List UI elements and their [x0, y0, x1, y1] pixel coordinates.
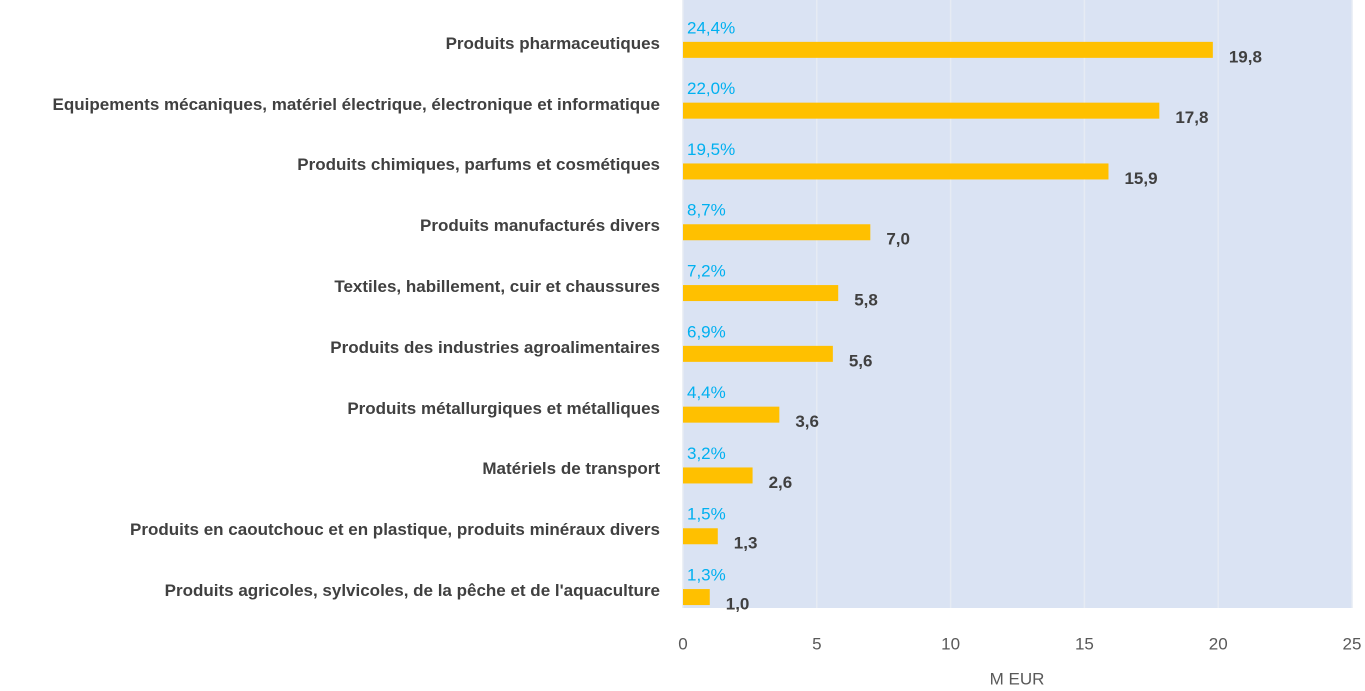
bar: [683, 528, 718, 545]
bar: [683, 224, 871, 241]
bar: [683, 406, 780, 423]
value-label: 7,0: [886, 230, 910, 249]
share-label: 1,5%: [687, 505, 726, 524]
category-label: Equipements mécaniques, matériel électri…: [52, 94, 660, 114]
share-label: 24,4%: [687, 18, 735, 37]
x-tick-label: 5: [812, 634, 821, 653]
bar: [683, 285, 839, 302]
category-label: Produits pharmaceutiques: [445, 33, 660, 53]
value-label: 5,8: [854, 291, 878, 310]
category-label: Produits agricoles, sylvicoles, de la pê…: [164, 581, 660, 601]
x-tick-label: 0: [678, 634, 687, 653]
value-label: 19,8: [1229, 47, 1262, 66]
share-label: 22,0%: [687, 79, 735, 98]
bar: [683, 589, 710, 606]
category-label: Produits chimiques, parfums et cosmétiqu…: [297, 155, 660, 175]
value-label: 17,8: [1175, 108, 1208, 127]
x-tick-label: 20: [1209, 634, 1228, 653]
value-label: 15,9: [1124, 169, 1157, 188]
bar: [683, 163, 1109, 180]
value-label: 3,6: [795, 412, 819, 431]
category-label: Produits des industries agroalimentaires: [330, 337, 660, 357]
x-tick-label: 10: [941, 634, 960, 653]
bar: [683, 41, 1213, 58]
share-label: 7,2%: [687, 262, 726, 281]
category-label: Textiles, habillement, cuir et chaussure…: [334, 277, 660, 297]
category-label: Produits en caoutchouc et en plastique, …: [130, 520, 660, 540]
share-label: 8,7%: [687, 201, 726, 220]
share-label: 4,4%: [687, 383, 726, 402]
value-label: 1,3: [734, 534, 758, 553]
plot-area: [683, 0, 1352, 608]
bar: [683, 467, 753, 484]
category-label: Produits métallurgiques et métalliques: [347, 398, 660, 418]
share-label: 1,3%: [687, 566, 726, 585]
category-label: Matériels de transport: [482, 459, 660, 479]
value-label: 1,0: [726, 595, 750, 614]
bar: [683, 102, 1160, 119]
share-label: 19,5%: [687, 140, 735, 159]
share-label: 3,2%: [687, 444, 726, 463]
category-label: Produits manufacturés divers: [420, 216, 660, 236]
x-tick-label: 25: [1343, 634, 1362, 653]
x-axis-label: M EUR: [990, 669, 1045, 688]
x-tick-label: 15: [1075, 634, 1094, 653]
value-label: 5,6: [849, 351, 873, 370]
share-label: 6,9%: [687, 322, 726, 341]
bar: [683, 345, 833, 362]
value-label: 2,6: [769, 473, 793, 492]
